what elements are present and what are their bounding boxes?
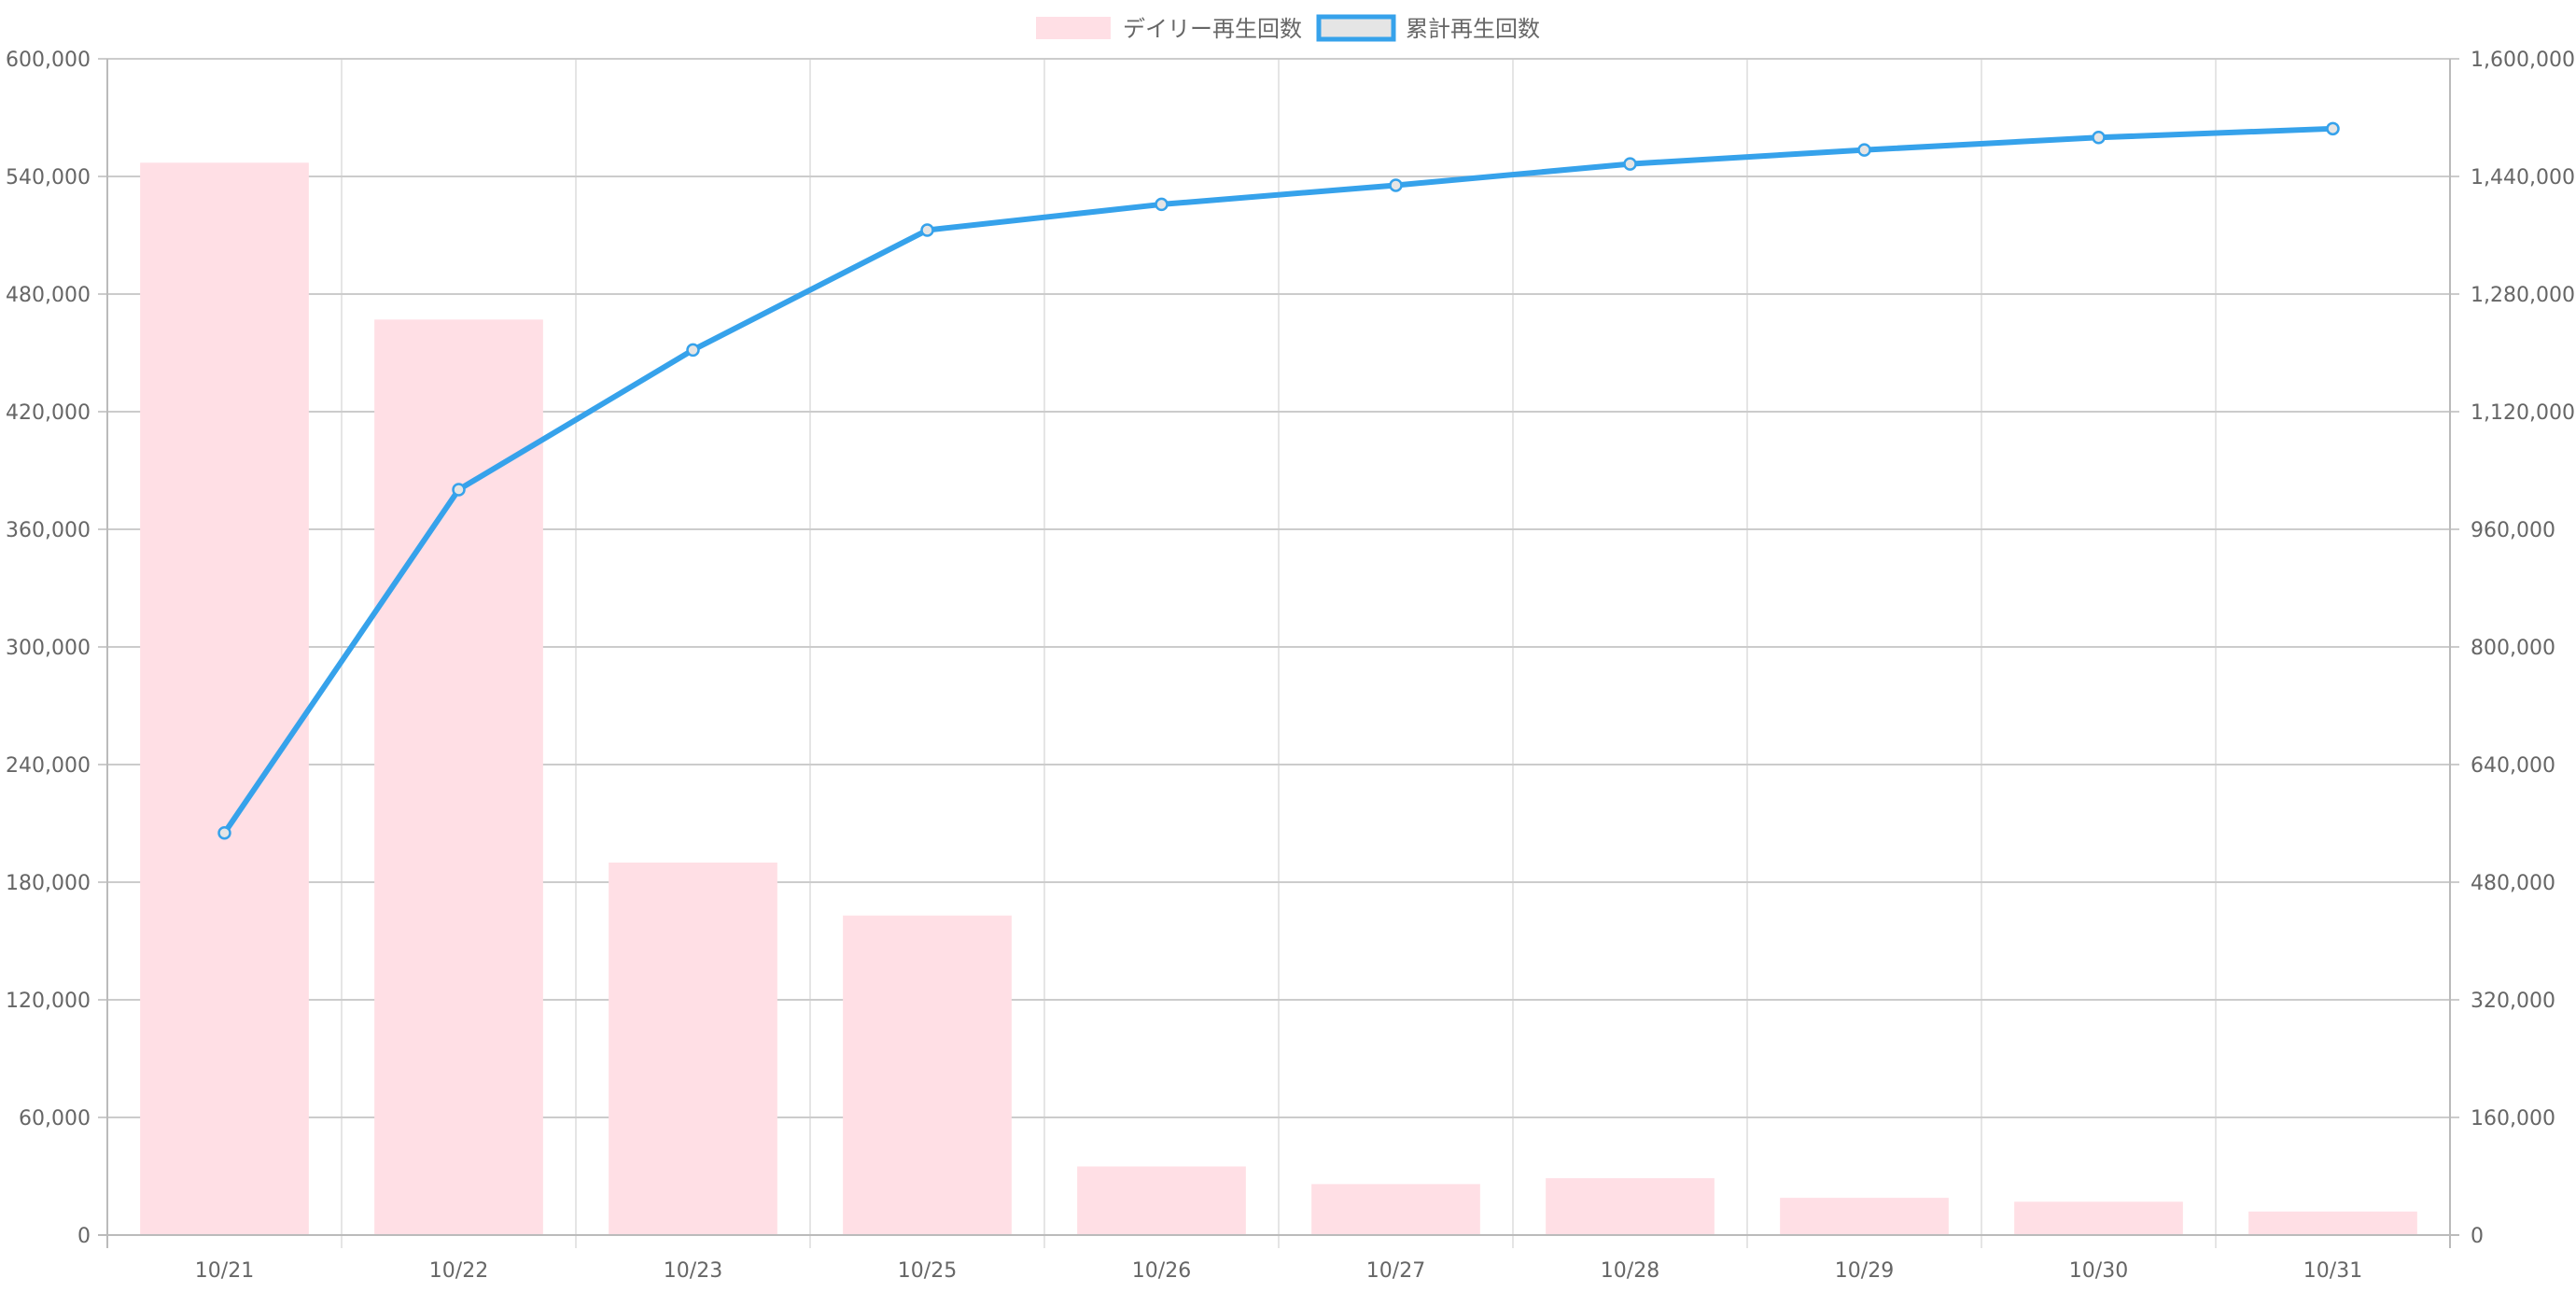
x-axis-tick-label: 10/28 (1601, 1259, 1659, 1283)
cumulative-point (217, 825, 231, 840)
cumulative-point (920, 223, 934, 237)
cumulative-point (452, 483, 466, 497)
cumulative-line (221, 125, 2336, 836)
left-axis-tick-label: 120,000 (6, 990, 91, 1013)
left-axis-tick-label: 0 (77, 1225, 91, 1248)
daily-bar-series (140, 162, 2417, 1235)
daily-bar (1546, 1178, 1715, 1235)
right-axis-tick-label: 960,000 (2471, 519, 2555, 542)
left-axis-tick-label: 420,000 (6, 401, 91, 425)
cumulative-point (2326, 121, 2340, 136)
x-axis-tick-label: 10/21 (195, 1259, 254, 1283)
daily-bar (140, 162, 309, 1235)
legend-label-cumulative: 累計再生回数 (1406, 16, 1540, 42)
right-axis-tick-label: 1,120,000 (2471, 401, 2575, 425)
daily-bar (2248, 1211, 2417, 1235)
x-axis-tick-label: 10/30 (2069, 1259, 2128, 1283)
daily-bar (1311, 1184, 1480, 1235)
right-axis-tick-label: 160,000 (2471, 1107, 2555, 1130)
daily-bar (2014, 1201, 2183, 1235)
x-axis-tick-label: 10/29 (1835, 1259, 1894, 1283)
right-axis-tick-label: 0 (2471, 1225, 2484, 1248)
daily-bar (374, 319, 543, 1235)
right-axis-tick-label: 1,600,000 (2471, 49, 2575, 72)
x-axis-tick-label: 10/26 (1132, 1259, 1191, 1283)
legend-label-daily: デイリー再生回数 (1123, 16, 1302, 42)
x-axis-tick-label: 10/27 (1366, 1259, 1425, 1283)
left-axis-tick-label: 180,000 (6, 872, 91, 895)
daily-bar (609, 863, 777, 1235)
axes: 0 0 60,000 160,000 120,000 320,000 180,000 480,… (6, 49, 2575, 1283)
right-axis-tick-label: 480,000 (2471, 872, 2555, 895)
x-axis-tick-label: 10/22 (429, 1259, 488, 1283)
right-axis-tick-label: 1,280,000 (2471, 284, 2575, 307)
legend-swatch-cumulative (1316, 14, 1396, 42)
cumulative-point (1155, 197, 1169, 212)
right-axis-tick-label: 320,000 (2471, 990, 2555, 1013)
left-axis-tick-label: 540,000 (6, 166, 91, 190)
left-axis-tick-label: 300,000 (6, 637, 91, 660)
legend: デイリー再生回数 累計再生回数 (1036, 14, 1540, 42)
legend-swatch-daily (1036, 17, 1111, 39)
right-axis-tick-label: 640,000 (2471, 754, 2555, 778)
right-axis-tick-label: 1,440,000 (2471, 166, 2575, 190)
left-axis-tick-label: 360,000 (6, 519, 91, 542)
cumulative-point (686, 343, 700, 358)
daily-bar (1077, 1166, 1246, 1235)
left-axis-tick-label: 480,000 (6, 284, 91, 307)
x-axis-tick-label: 10/25 (898, 1259, 957, 1283)
daily-bar (843, 915, 1012, 1235)
x-axis-tick-label: 10/31 (2303, 1259, 2362, 1283)
right-axis-tick-label: 800,000 (2471, 637, 2555, 660)
daily-bar (1780, 1198, 1949, 1235)
left-axis-tick-label: 240,000 (6, 754, 91, 778)
cumulative-point (1623, 157, 1637, 171)
cumulative-line-series (217, 121, 2340, 840)
cumulative-point (2092, 131, 2106, 145)
x-axis-tick-label: 10/23 (664, 1259, 722, 1283)
cumulative-point (1857, 143, 1871, 157)
left-axis-tick-label: 60,000 (19, 1107, 91, 1130)
left-axis-tick-label: 600,000 (6, 49, 91, 72)
cumulative-point (1389, 178, 1403, 192)
